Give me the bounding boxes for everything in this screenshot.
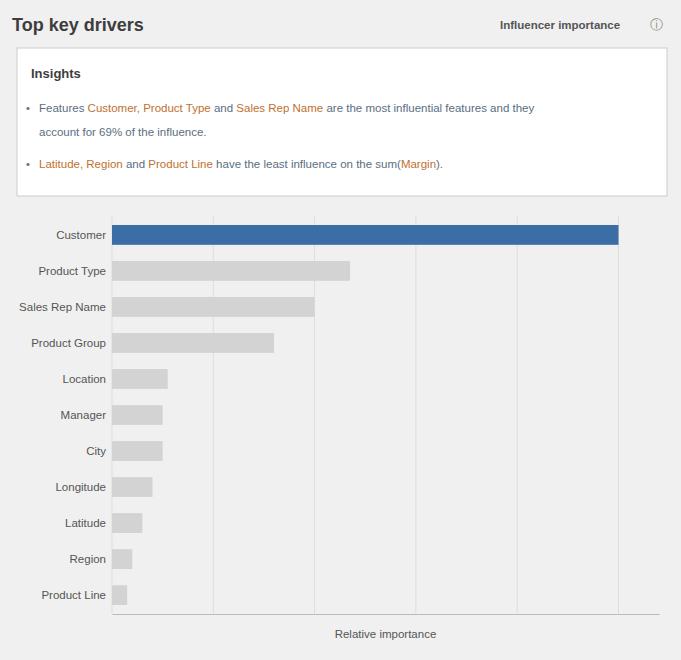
insight-segment: account for: [39, 126, 99, 138]
insight-bullet: •: [26, 102, 30, 114]
bar: [112, 549, 132, 569]
bar: [112, 225, 618, 245]
bar: [112, 405, 163, 425]
y-tick: Product Type: [38, 265, 112, 277]
x-axis-line: [113, 614, 660, 615]
grid-line: [415, 216, 416, 614]
bar: [112, 477, 153, 497]
insight-segment: Latitude, Region: [39, 158, 123, 170]
chart-root: Top key drivers Influencer importance ⓘ Ins…: [0, 0, 681, 660]
insight-segment: Features: [39, 102, 88, 114]
x-axis-title: Relative importance: [335, 628, 437, 640]
insight-line: Latitude, Region and Product Line have t…: [39, 158, 443, 170]
y-tick: Customer: [56, 229, 112, 241]
y-tick: Manager: [61, 409, 112, 421]
insight-segment: Sales Rep Name: [236, 102, 323, 114]
y-tick-label: City: [86, 445, 106, 457]
insight-segment: and: [123, 158, 149, 170]
insight-line: account for 69% of the influence.: [39, 126, 207, 138]
insights-box: [17, 48, 667, 196]
subtitle: Influencer importance: [500, 19, 620, 31]
insight-bullet: •: [26, 158, 30, 170]
insight-segment: Margin: [401, 158, 436, 170]
y-tick: Latitude: [65, 517, 112, 529]
y-tick-label: Region: [70, 553, 106, 565]
bar: [112, 297, 315, 317]
plot: Customer Product Type Sales Rep Name Produc…: [19, 216, 659, 615]
bar: [112, 261, 350, 281]
y-tick: Location: [63, 373, 112, 385]
insight-line: Features Customer, Product Type and Sale…: [39, 102, 534, 114]
info-icon: ⓘ: [650, 17, 663, 32]
y-tick: City: [86, 445, 112, 457]
bar: [112, 513, 142, 533]
insight-segment: are the most influential features and th…: [323, 102, 534, 114]
y-tick-label: Manager: [61, 409, 107, 421]
y-tick-label: Longitude: [55, 481, 106, 493]
grid-line: [618, 216, 619, 614]
y-tick: Product Group: [31, 337, 112, 349]
y-tick: Region: [70, 553, 112, 565]
y-tick-label: Latitude: [65, 517, 106, 529]
insight-segment: have the least influence on the sum(: [213, 158, 401, 170]
y-tick-label: Sales Rep Name: [19, 301, 106, 313]
insight-segment: and: [211, 102, 237, 114]
grid-line: [517, 216, 518, 614]
insight-segment: of the influence.: [122, 126, 206, 138]
insights-title: Insights: [31, 66, 81, 81]
bar: [112, 585, 127, 605]
insight-segment: ).: [436, 158, 443, 170]
insight-segment: 69%: [99, 126, 122, 138]
y-tick-label: Customer: [56, 229, 106, 241]
y-tick-label: Product Line: [41, 589, 106, 601]
y-tick-label: Product Type: [38, 265, 106, 277]
bar: [112, 369, 168, 389]
y-tick-label: Location: [63, 373, 106, 385]
insight-segment: Customer, Product Type: [88, 102, 211, 114]
x-axis: [113, 614, 660, 616]
y-tick: Longitude: [55, 481, 112, 493]
y-axis: Customer Product Type Sales Rep Name Produc…: [19, 229, 112, 601]
title: Top key drivers: [12, 15, 144, 35]
insight-segment: Product Line: [148, 158, 213, 170]
grid: [112, 216, 618, 614]
y-tick: Sales Rep Name: [19, 301, 112, 313]
bar: [112, 333, 274, 353]
y-tick: Product Line: [41, 589, 112, 601]
y-tick-label: Product Group: [31, 337, 106, 349]
bars: [112, 225, 618, 605]
bar: [112, 441, 163, 461]
